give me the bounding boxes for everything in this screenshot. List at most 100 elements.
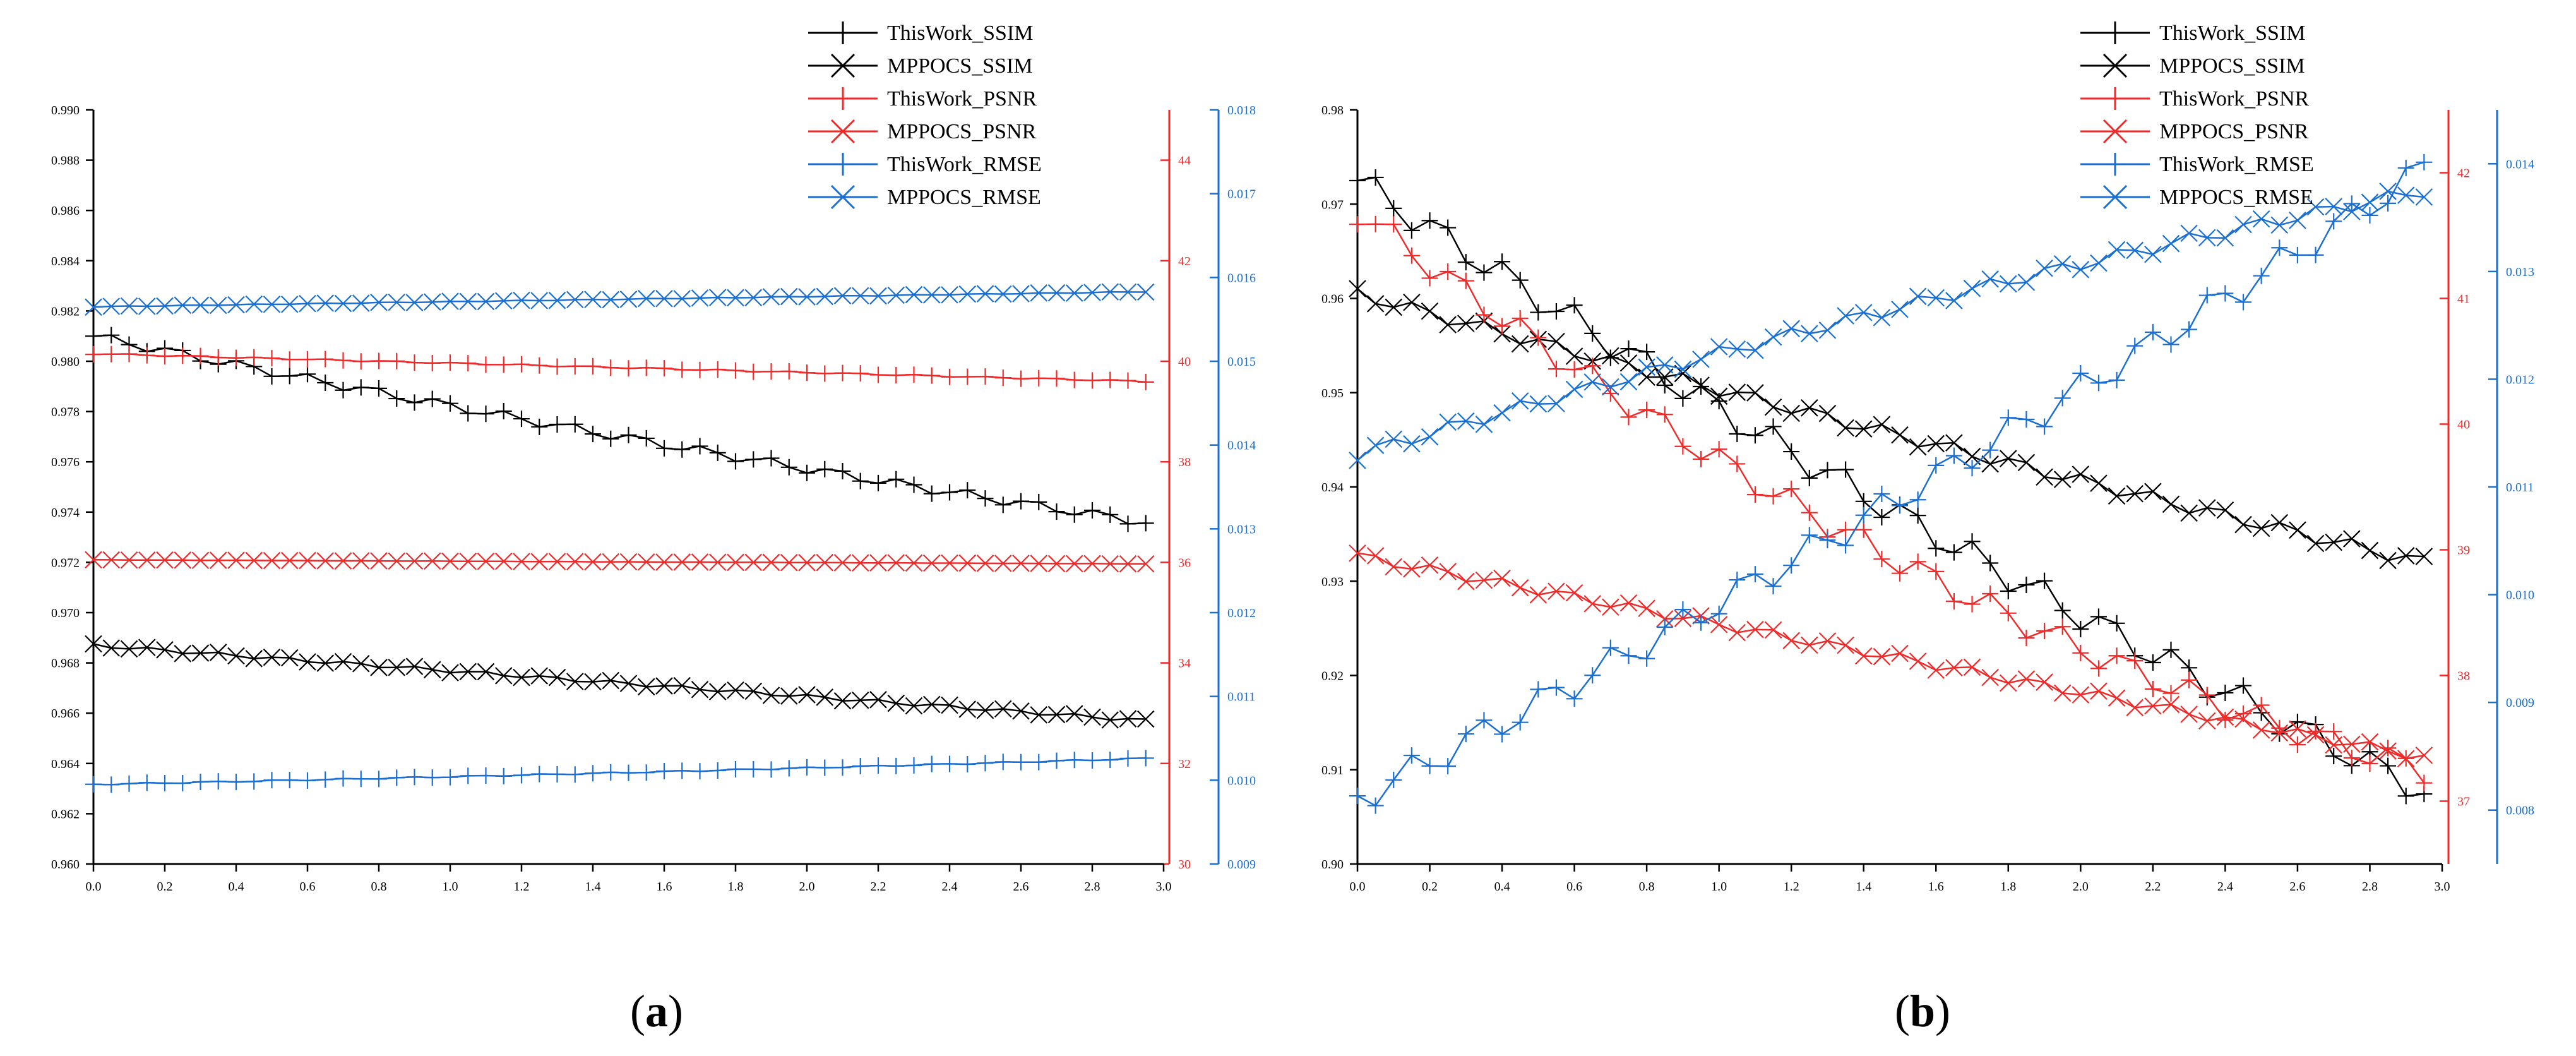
data-point bbox=[2108, 647, 2125, 664]
data-point bbox=[1656, 618, 1673, 635]
data-point bbox=[1710, 338, 1728, 356]
legend-marker bbox=[830, 119, 856, 144]
data-point bbox=[780, 287, 798, 306]
x-tick-label: 2.8 bbox=[2362, 880, 2378, 894]
data-point bbox=[2235, 677, 2252, 694]
data-point bbox=[1084, 502, 1100, 519]
data-point bbox=[1440, 219, 1457, 236]
data-point bbox=[1529, 395, 1547, 413]
data-point bbox=[1927, 435, 1945, 453]
data-point bbox=[1801, 325, 1818, 342]
data-point bbox=[174, 775, 191, 792]
data-point bbox=[727, 681, 744, 699]
data-point bbox=[2053, 255, 2072, 273]
data-point bbox=[566, 553, 584, 571]
data-point bbox=[851, 691, 869, 709]
data-point bbox=[2054, 390, 2071, 407]
data-point bbox=[1818, 321, 1837, 339]
data-point bbox=[619, 291, 638, 308]
data-point bbox=[1012, 285, 1030, 303]
data-point bbox=[744, 553, 763, 572]
data-point bbox=[941, 755, 958, 772]
data-point bbox=[1566, 297, 1583, 314]
data-point bbox=[1892, 497, 1908, 514]
data-point bbox=[299, 653, 316, 671]
data-point bbox=[459, 553, 477, 570]
data-point bbox=[763, 363, 780, 380]
data-point bbox=[1584, 667, 1601, 684]
data-point bbox=[1782, 320, 1800, 338]
data-point bbox=[2397, 750, 2415, 767]
data-point bbox=[852, 472, 869, 489]
data-point bbox=[1547, 679, 1565, 696]
legend: ThisWork_SSIM MPPOCS_SSIM ThisWork_PSNR MPP… bbox=[2080, 21, 2314, 210]
psnr-tick-label: 40 bbox=[2457, 418, 2470, 432]
data-point bbox=[1891, 644, 1909, 663]
data-point bbox=[1476, 264, 1493, 281]
data-point bbox=[85, 328, 102, 345]
data-point bbox=[192, 347, 209, 364]
data-point bbox=[958, 554, 977, 572]
data-point bbox=[780, 687, 798, 705]
data-point bbox=[406, 394, 423, 411]
data-point bbox=[2090, 375, 2107, 392]
data-point bbox=[2054, 602, 2071, 619]
data-point bbox=[1102, 371, 1119, 388]
data-point bbox=[460, 767, 477, 784]
data-point bbox=[1030, 284, 1048, 302]
data-point bbox=[459, 663, 477, 681]
ssim-tick-label: 0.986 bbox=[51, 204, 80, 218]
data-point bbox=[1012, 702, 1030, 720]
data-point bbox=[2000, 582, 2017, 599]
data-point bbox=[174, 347, 191, 364]
data-point bbox=[2000, 674, 2017, 692]
data-point bbox=[2000, 409, 2017, 426]
data-point bbox=[2289, 521, 2306, 539]
data-point bbox=[1349, 544, 1366, 562]
data-point bbox=[1457, 315, 1475, 332]
data-point bbox=[263, 648, 281, 666]
data-point bbox=[2144, 697, 2162, 715]
data-point bbox=[1565, 347, 1583, 365]
data-point bbox=[869, 691, 887, 709]
data-point bbox=[2126, 241, 2144, 260]
data-point bbox=[2343, 750, 2360, 767]
data-point bbox=[1584, 357, 1601, 375]
data-point bbox=[281, 772, 298, 789]
data-point bbox=[1818, 632, 1837, 650]
data-point bbox=[833, 287, 852, 304]
psnr-tick-label: 40 bbox=[1178, 355, 1191, 369]
data-point bbox=[1403, 435, 1421, 453]
rmse-tick-label: 0.014 bbox=[2506, 157, 2534, 171]
data-point bbox=[816, 553, 834, 572]
legend-label: ThisWork_PSNR bbox=[887, 87, 1037, 111]
data-point bbox=[2343, 203, 2361, 220]
data-point bbox=[566, 291, 584, 309]
data-point bbox=[1674, 601, 1691, 618]
data-point bbox=[299, 772, 316, 789]
data-point bbox=[1837, 636, 1854, 654]
series-thiswork-ssim bbox=[85, 327, 1154, 532]
ssim-tick-label: 0.976 bbox=[51, 455, 80, 469]
data-point bbox=[1421, 302, 1439, 320]
data-point bbox=[1511, 579, 1529, 597]
data-point bbox=[246, 349, 263, 366]
data-point bbox=[2234, 215, 2252, 234]
data-point bbox=[2198, 499, 2216, 517]
x-tick-label: 2.4 bbox=[942, 880, 958, 894]
data-point bbox=[745, 451, 762, 468]
data-point bbox=[745, 363, 762, 380]
data-point bbox=[620, 426, 637, 443]
data-point bbox=[619, 553, 638, 571]
ssim-tick-label: 0.972 bbox=[51, 556, 80, 570]
data-point bbox=[1136, 555, 1155, 573]
data-point bbox=[1119, 515, 1136, 532]
data-point bbox=[1048, 752, 1065, 769]
psnr-tick-label: 30 bbox=[1178, 858, 1191, 872]
data-point bbox=[870, 757, 886, 774]
ssim-tick-label: 0.90 bbox=[1321, 858, 1344, 872]
data-point bbox=[833, 692, 852, 710]
data-point bbox=[1403, 247, 1420, 264]
rmse-tick-label: 0.010 bbox=[2506, 589, 2534, 603]
data-point bbox=[905, 476, 922, 493]
